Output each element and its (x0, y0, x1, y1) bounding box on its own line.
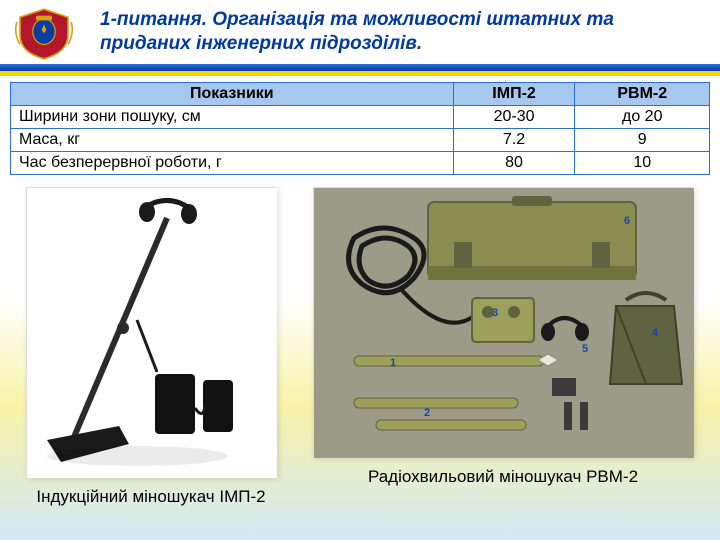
emblem (12, 6, 76, 62)
imp2-image (26, 187, 276, 477)
rvm2-image: 1 2 3 4 5 6 (313, 187, 693, 457)
kit-label-3: 3 (492, 307, 498, 319)
table-row: Час безперервної роботи, г 80 10 (11, 152, 710, 175)
col-header: РВМ-2 (575, 83, 710, 106)
kit-label-6: 6 (624, 215, 630, 227)
rvm2-caption: Радіохвильовий міношукач РВМ-2 (368, 467, 638, 487)
col-header: ІМП-2 (453, 83, 575, 106)
page-title: 1-питання. Організація та можливості шта… (76, 6, 708, 56)
imp2-caption: Індукційний міношукач ІМП-2 (36, 487, 265, 507)
kit-label-5: 5 (582, 343, 588, 355)
col-header: Показники (11, 83, 454, 106)
kit-label-1: 1 (390, 357, 396, 369)
cell: 10 (575, 152, 710, 175)
table-row: Ширини зони пошуку, см 20-30 до 20 (11, 106, 710, 129)
table-row: Маса, кг 7.2 9 (11, 129, 710, 152)
cell: 9 (575, 129, 710, 152)
divider-blue (0, 64, 720, 71)
row-label: Маса, кг (11, 129, 454, 152)
cell: 20-30 (453, 106, 575, 129)
row-label: Ширини зони пошуку, см (11, 106, 454, 129)
cell: 7.2 (453, 129, 575, 152)
cell: 80 (453, 152, 575, 175)
kit-label-2: 2 (424, 407, 430, 419)
spec-table: Показники ІМП-2 РВМ-2 Ширини зони пошуку… (10, 82, 710, 175)
kit-label-4: 4 (652, 327, 659, 339)
row-label: Час безперервної роботи, г (11, 152, 454, 175)
cell: до 20 (575, 106, 710, 129)
